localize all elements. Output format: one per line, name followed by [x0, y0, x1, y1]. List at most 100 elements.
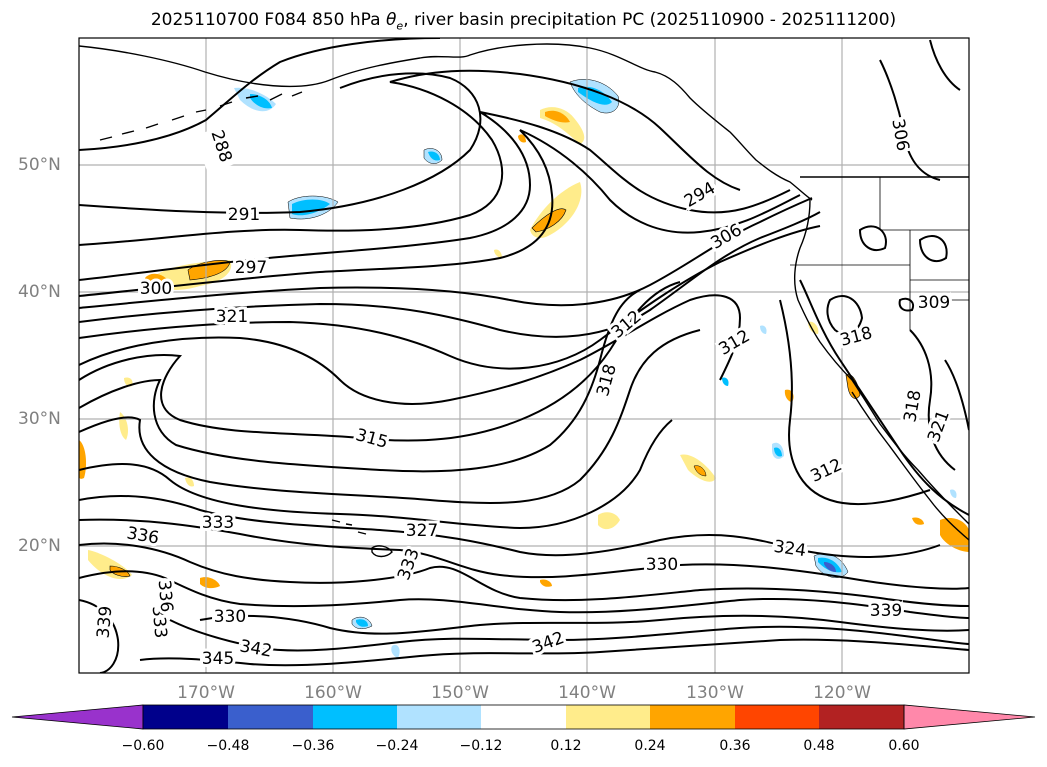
title-suffix: , river basin precipitation PC (20251109…: [403, 10, 897, 30]
theta-e-contours: [79, 38, 969, 673]
precip-positive-area: [545, 110, 570, 123]
contour-342: [169, 619, 969, 652]
lat-tick-label: 20°N: [18, 536, 61, 556]
contour-east-1: [826, 225, 948, 335]
contour-label: 339: [94, 605, 117, 639]
precip-negative-area: [250, 94, 272, 109]
contour-label: 339: [870, 601, 902, 621]
hawaii-islands: [331, 519, 393, 558]
contour-309: [79, 225, 821, 370]
colorbar-tick-label: −0.48: [206, 738, 250, 754]
colorbar-tick-label: −0.24: [375, 738, 419, 754]
contour-306: [79, 211, 821, 338]
contour-321: [79, 329, 701, 505]
lon-tick-label: 120°W: [813, 683, 871, 703]
lat-tick-label: 50°N: [18, 155, 61, 175]
colorbar-bin: [819, 705, 904, 729]
contour-label: 330: [646, 555, 678, 575]
precip-positive-area: [200, 577, 220, 589]
theta-symbol: θ: [386, 10, 397, 30]
contour-312: [79, 294, 742, 405]
canada-coast: [793, 199, 969, 525]
colorbar-bin: [735, 705, 819, 729]
contour-label: 333: [148, 605, 171, 639]
contour-294: [79, 69, 741, 246]
precip-negative-area: [824, 562, 836, 572]
colorbar-bin: [481, 705, 566, 729]
precip-positive-area: [598, 512, 620, 530]
contour-303: [79, 197, 813, 309]
lon-tick-label: 170°W: [177, 683, 235, 703]
lon-tick-label: 160°W: [304, 683, 362, 703]
title-prefix: 2025110700 F084 850 hPa: [150, 10, 386, 30]
colorbar-tick-label: 0.48: [803, 738, 835, 754]
precip-positive-area: [940, 518, 969, 552]
contour-324: [79, 419, 673, 530]
contour-327: [79, 494, 941, 558]
colorbar-tick-label: −0.12: [459, 738, 503, 754]
colorbar-tick-label: −0.60: [121, 738, 165, 754]
precip-negative-area: [428, 151, 440, 161]
precip-positive-area: [518, 134, 526, 143]
colorbar: [11, 704, 1036, 730]
precip-negative-area: [722, 377, 729, 386]
contour-339: [79, 599, 969, 673]
contour-label: 327: [406, 521, 438, 541]
coastlines: [79, 43, 969, 558]
contour-label: 291: [228, 205, 260, 225]
precip-positive-area: [693, 465, 707, 477]
label-bg: [194, 122, 246, 174]
contour-label: 345: [202, 649, 234, 669]
colorbar-extend-low: [11, 704, 144, 730]
precip-negative-area: [760, 325, 767, 334]
colorbar-bin: [143, 705, 228, 729]
colorbar-tick-label: 0.12: [550, 738, 582, 754]
precip-negative-area: [774, 447, 782, 457]
colorbar-tick-label: −0.36: [291, 738, 335, 754]
colorbar-frame: [142, 704, 905, 730]
contour-330: [79, 518, 969, 590]
precip-positive-area: [145, 273, 168, 290]
colorbar-extend-high: [903, 704, 1036, 730]
colorbar-tick-label: 0.60: [888, 738, 920, 754]
contour-label: 336: [154, 579, 177, 613]
us-state-borders: [790, 177, 969, 330]
contour-label: 321: [216, 307, 248, 327]
contour-300: [79, 129, 801, 297]
lon-tick-label: 140°W: [558, 683, 616, 703]
precip-positive-area: [185, 477, 194, 487]
map-frame: [78, 37, 970, 674]
precip-negative-area: [356, 619, 368, 627]
precip-positive-area: [494, 249, 502, 258]
contour-east-4: [909, 329, 969, 471]
contour-297: [79, 111, 791, 281]
lat-tick-label: 40°N: [18, 282, 61, 302]
precip-positive-area: [540, 579, 552, 587]
baja-coast: [851, 391, 969, 541]
contour-label: 309: [918, 293, 950, 313]
theta-subscript: e: [396, 19, 404, 33]
contour-318: [79, 289, 641, 473]
contour-288: [79, 38, 441, 151]
contour-333: [79, 542, 969, 607]
colorbar-bin: [228, 705, 313, 729]
contour-label: 333: [202, 513, 234, 533]
colorbar-bin: [313, 705, 397, 729]
alaska-coast: [79, 43, 813, 201]
colorbar-tick-label: 0.36: [719, 738, 751, 754]
colorbar-bin: [566, 705, 650, 729]
contour-label: 297: [235, 258, 267, 278]
precip-negative-area: [391, 644, 400, 658]
colorbar-bin: [397, 705, 481, 729]
lat-tick-label: 30°N: [18, 409, 61, 429]
precip-positive-area: [912, 517, 924, 525]
chart-title: 2025110700 F084 850 hPa θe, river basin …: [0, 10, 1047, 32]
contour-label: 330: [214, 607, 246, 627]
lon-tick-label: 130°W: [686, 683, 744, 703]
precip-negative-area: [950, 489, 957, 498]
contour-east-3: [879, 39, 961, 181]
contour-345: [139, 638, 969, 667]
contour-label: 300: [140, 279, 172, 299]
colorbar-bin: [650, 705, 735, 729]
